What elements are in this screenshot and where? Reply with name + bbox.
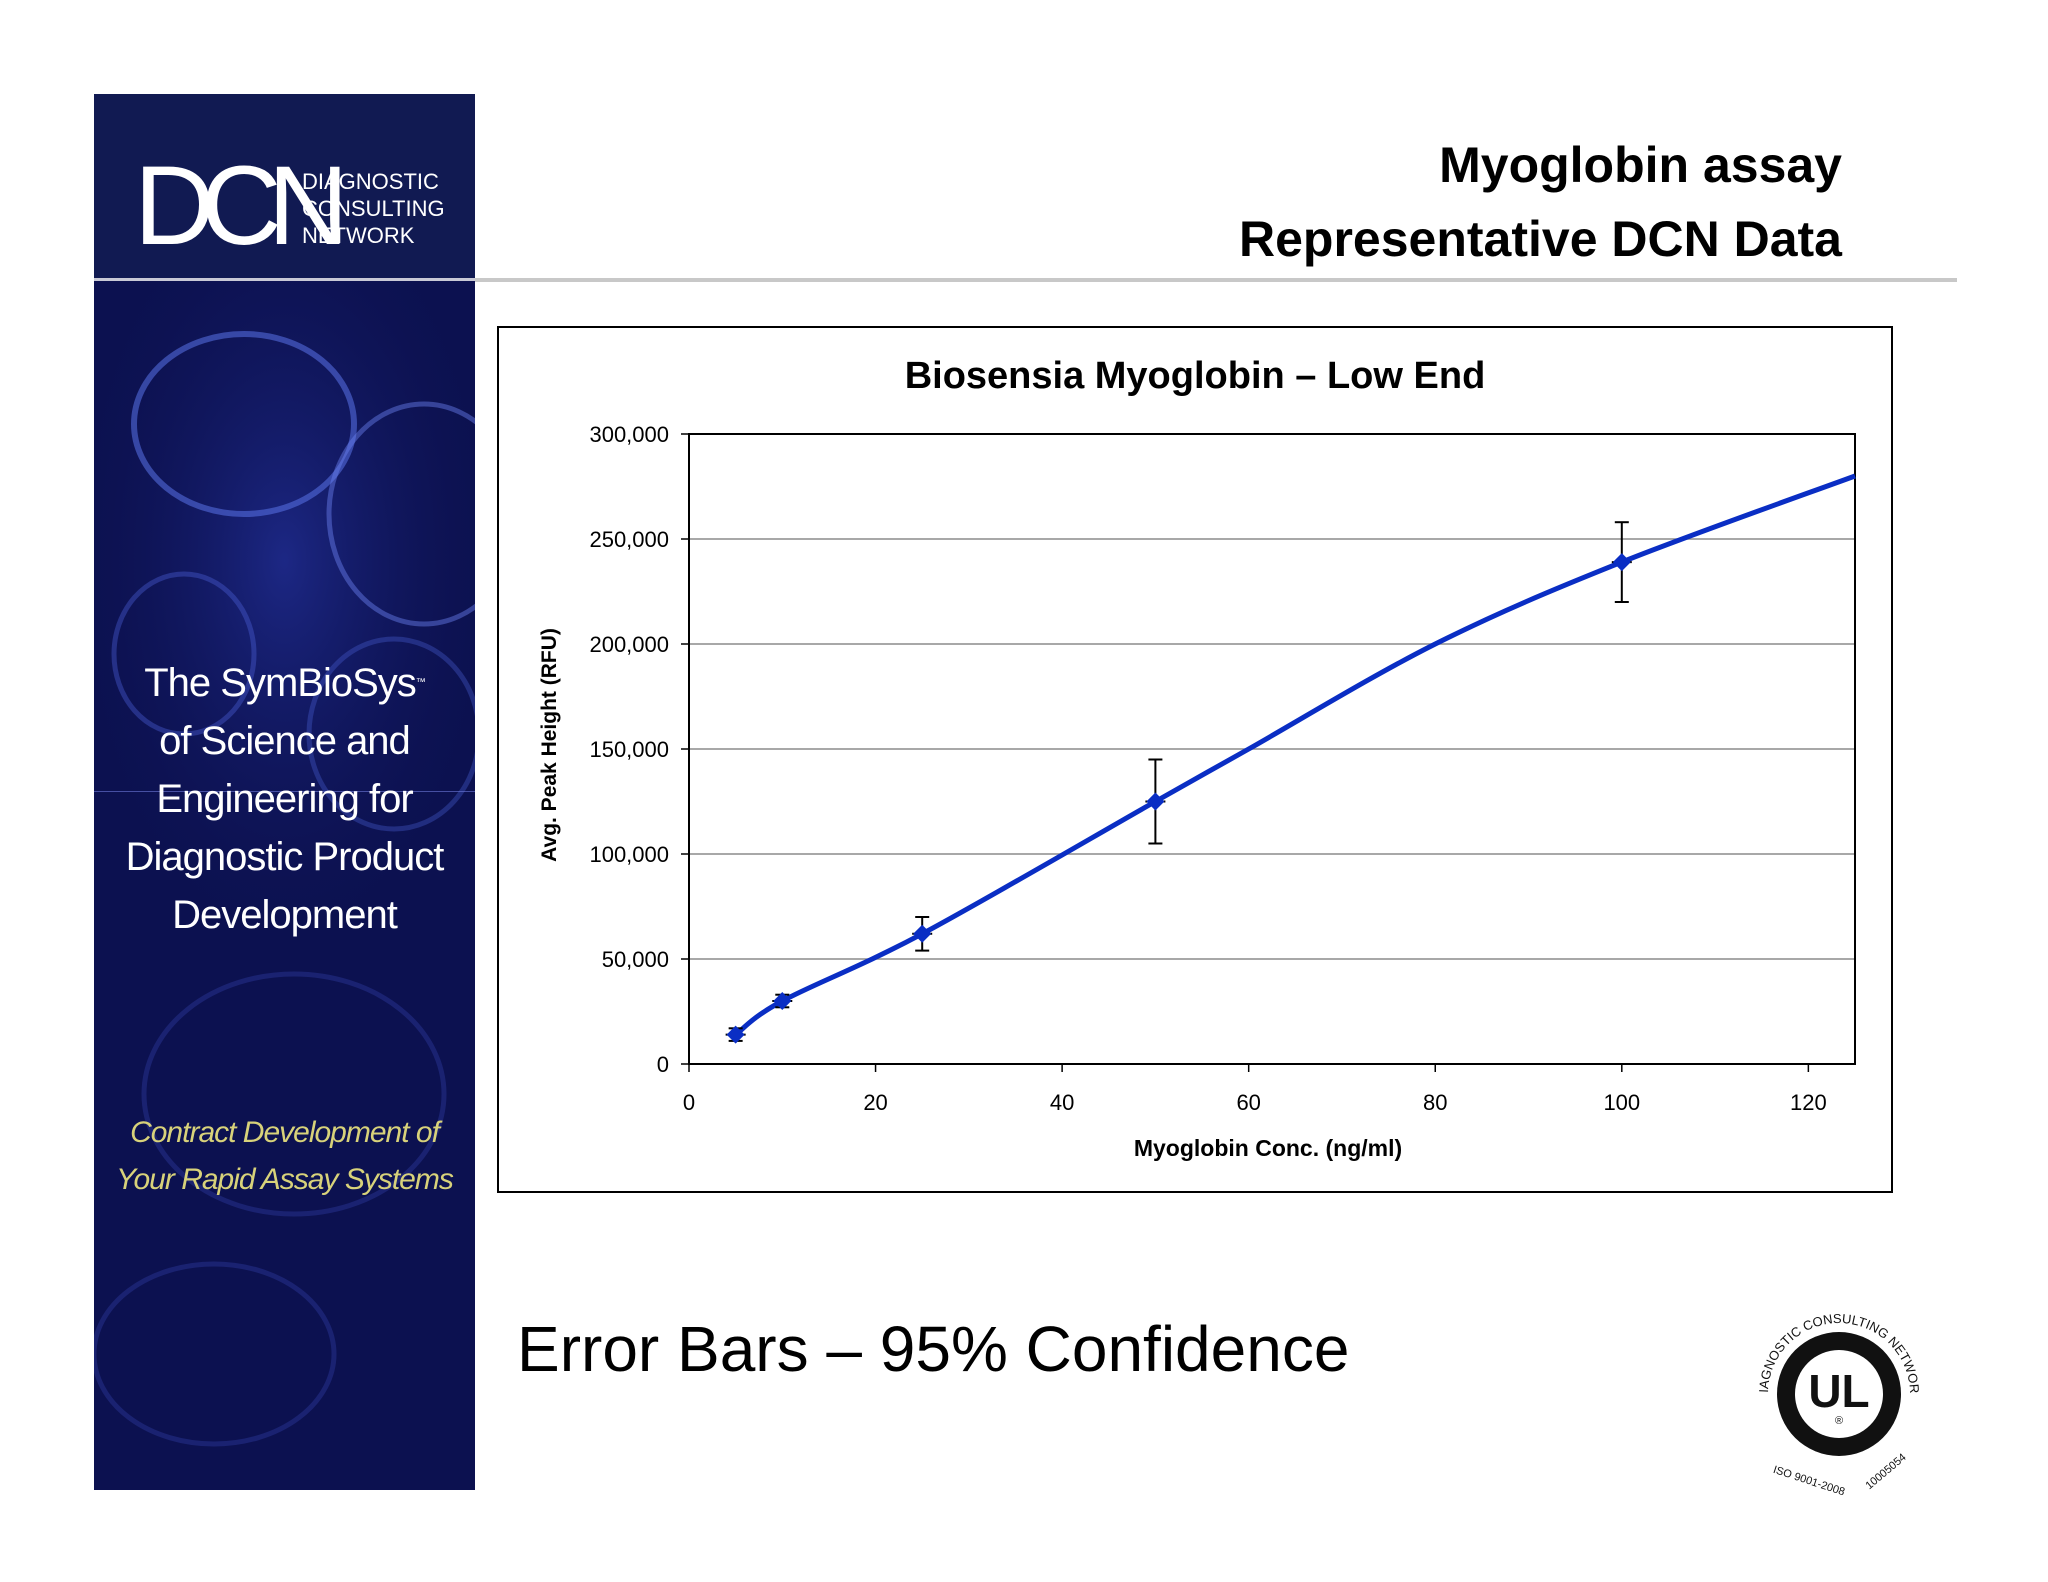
logo-line-2: CONSULTING	[302, 196, 445, 221]
ul-mark: UL	[1808, 1365, 1869, 1417]
slide-title-line-1: Myoglobin assay	[1439, 137, 1842, 193]
sidebar-panel: DCN DIAGNOSTIC CONSULTING NETWORK The Sy…	[94, 94, 475, 1490]
sidebar-tagline: The SymBioSys™ of Science and Engineerin…	[94, 654, 475, 944]
y-tick-label: 150,000	[589, 737, 669, 762]
dcn-logo-text: DIAGNOSTIC CONSULTING NETWORK	[302, 168, 445, 249]
tagline-line-5: Development	[172, 893, 398, 937]
logo-band: DCN DIAGNOSTIC CONSULTING NETWORK	[94, 94, 475, 278]
y-tick-label: 200,000	[589, 632, 669, 657]
logo-line-1: DIAGNOSTIC	[302, 169, 439, 194]
subtagline-line-2: Your Rapid Assay Systems	[116, 1163, 454, 1196]
y-tick-label: 300,000	[589, 422, 669, 447]
y-tick-label: 100,000	[589, 842, 669, 867]
dcn-logo: DCN	[134, 143, 349, 268]
x-tick-label: 120	[1790, 1090, 1827, 1115]
sidebar-background-art	[94, 281, 475, 1490]
y-axis-label: Avg. Peak Height (RFU)	[538, 628, 561, 862]
fit-curve	[734, 473, 1856, 1037]
axis-ticks: 0 50,000 100,000 150,000 200,000 250,000 300,0…	[589, 422, 1826, 1115]
data-point	[1612, 553, 1631, 572]
slide-title: Myoglobin assay Representative DCN Data	[1239, 128, 1842, 276]
y-tick-label: 0	[657, 1052, 669, 1077]
tagline-line-2: of Science and	[159, 719, 411, 763]
x-tick-label: 0	[683, 1090, 695, 1115]
y-tick-label: 250,000	[589, 527, 669, 552]
tagline-line-1: The SymBioSys	[144, 661, 417, 705]
tagline-line-3: Engineering for	[156, 777, 413, 821]
y-tick-label: 50,000	[602, 947, 669, 972]
logo-line-3: NETWORK	[302, 223, 415, 248]
x-tick-label: 20	[863, 1090, 887, 1115]
trademark-mark: ™	[415, 677, 426, 688]
chart-frame	[497, 326, 1893, 1193]
seal-inner-disc	[1795, 1350, 1883, 1438]
chart: Biosensia Myoglobin – Low End 0 50,000 100…	[538, 355, 1856, 1161]
x-tick-label: 100	[1603, 1090, 1640, 1115]
sidebar-subtagline: Contract Development of Your Rapid Assay…	[94, 1109, 475, 1203]
chart-title: Biosensia Myoglobin – Low End	[905, 355, 1486, 397]
grid-lines	[689, 538, 1855, 960]
series-myoglobin	[725, 473, 1856, 1044]
registered-mark: ®	[1835, 1415, 1843, 1427]
slide-title-line-2: Representative DCN Data	[1239, 211, 1842, 267]
subtagline-line-1: Contract Development of	[130, 1116, 440, 1149]
data-point	[726, 1025, 745, 1044]
x-tick-label: 80	[1423, 1090, 1447, 1115]
error-bars-note: Error Bars – 95% Confidence	[517, 1313, 1350, 1385]
ul-registered-firm-seal: DIAGNOSTIC CONSULTING NETWORK UL ® REGIS…	[1748, 1284, 1922, 1496]
x-tick-label: 40	[1050, 1090, 1074, 1115]
data-point	[913, 924, 932, 943]
logo-divider	[94, 278, 475, 281]
tagline-line-4: Diagnostic Product	[125, 835, 445, 879]
header-divider	[475, 278, 1957, 282]
x-axis-label: Myoglobin Conc. (ng/ml)	[1134, 1135, 1402, 1161]
x-tick-label: 60	[1236, 1090, 1260, 1115]
data-point	[773, 992, 792, 1010]
data-point	[1146, 792, 1165, 811]
